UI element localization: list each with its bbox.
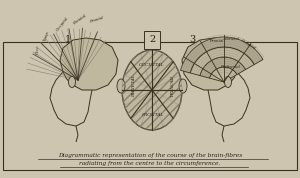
- Ellipse shape: [179, 79, 187, 93]
- Polygon shape: [190, 47, 254, 75]
- Text: PARIETAL: PARIETAL: [132, 75, 136, 97]
- Text: radiating from the centre to the circumference.: radiating from the centre to the circumf…: [79, 161, 221, 166]
- Text: FRONTAL: FRONTAL: [168, 75, 172, 97]
- Polygon shape: [60, 38, 118, 90]
- Text: Parietal: Parietal: [224, 37, 240, 41]
- Bar: [3, 42, 297, 170]
- Text: Temp.: Temp.: [43, 30, 51, 42]
- Polygon shape: [200, 57, 246, 78]
- Text: 1: 1: [65, 35, 71, 44]
- Polygon shape: [209, 67, 237, 82]
- Text: Frontal: Frontal: [89, 15, 104, 24]
- Ellipse shape: [224, 77, 232, 88]
- Text: Prefrontal: Prefrontal: [220, 65, 240, 69]
- Text: OCCIPITAL: OCCIPITAL: [139, 63, 165, 67]
- Text: FRONTAL: FRONTAL: [141, 113, 163, 117]
- Polygon shape: [181, 37, 263, 73]
- Text: Occipital: Occipital: [239, 39, 256, 51]
- Text: Diagrammatic representation of the course of the brain-fibres: Diagrammatic representation of the cours…: [58, 153, 242, 158]
- Text: Frontal: Frontal: [209, 39, 223, 43]
- Text: Parietal: Parietal: [73, 14, 88, 25]
- Ellipse shape: [117, 79, 125, 93]
- Text: 2: 2: [149, 35, 155, 44]
- Ellipse shape: [68, 77, 76, 88]
- Text: 3: 3: [189, 35, 195, 44]
- Text: Occipital: Occipital: [56, 16, 70, 32]
- Ellipse shape: [122, 50, 182, 130]
- Polygon shape: [182, 38, 240, 90]
- Text: Occi.: Occi.: [36, 45, 40, 54]
